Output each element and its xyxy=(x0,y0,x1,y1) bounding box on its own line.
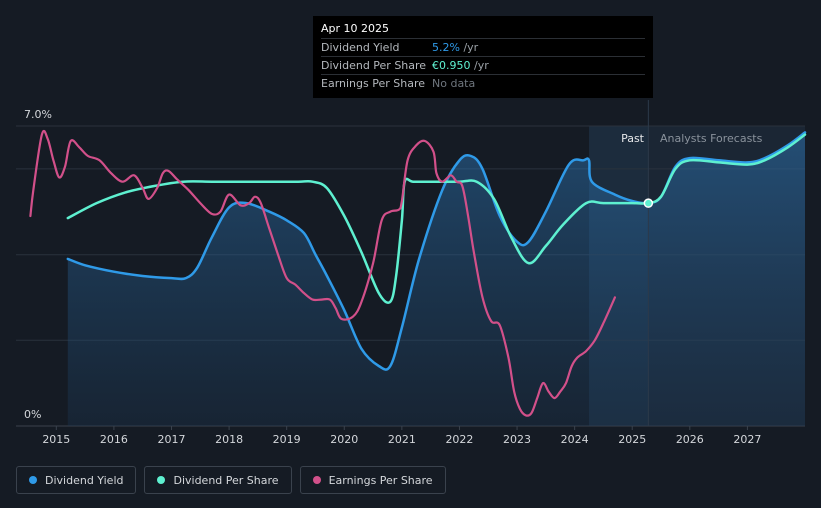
tooltip-value: 5.2% xyxy=(432,41,460,54)
earnings-per-share-line xyxy=(29,129,616,417)
dividend-yield-dot-icon xyxy=(29,476,37,484)
x-tick-label: 2018 xyxy=(215,433,243,446)
x-tick-label: 2015 xyxy=(42,433,70,446)
tooltip-unit: /yr xyxy=(470,59,489,72)
legend-earnings-per-share[interactable]: Earnings Per Share xyxy=(299,466,446,494)
legend-dividend-per-share[interactable]: Dividend Per Share xyxy=(144,466,292,494)
legend-dividend-yield[interactable]: Dividend Yield xyxy=(16,466,137,494)
x-tick-label: 2019 xyxy=(273,433,301,446)
x-tick-label: 2022 xyxy=(445,433,473,446)
legend-label: Earnings Per Share xyxy=(328,473,433,487)
past-label: Past xyxy=(621,132,645,145)
x-tick-label: 2016 xyxy=(100,433,128,446)
tooltip-row-yield: Dividend Yield 5.2% /yr xyxy=(321,38,645,56)
tooltip-label: Dividend Per Share xyxy=(321,59,427,72)
tooltip-date: Apr 10 2025 xyxy=(321,22,390,35)
x-tick-label: 2023 xyxy=(503,433,531,446)
legend-label: Dividend Yield xyxy=(45,473,124,487)
dividend-per-share-dot-icon xyxy=(157,476,166,484)
dividend-per-share-line xyxy=(66,133,807,304)
tooltip-row-dps: Dividend Per Share €0.950 /yr xyxy=(321,56,645,74)
x-tick-label: 2017 xyxy=(157,433,185,446)
tooltip-value: €0.950 xyxy=(432,59,471,72)
tooltip-value: No data xyxy=(432,77,476,90)
legend-label: Dividend Per Share xyxy=(173,473,279,487)
highlight-marker[interactable] xyxy=(643,198,654,208)
x-tick-label: 2020 xyxy=(330,433,358,446)
tooltip-row-eps: Earnings Per Share No data xyxy=(321,74,645,92)
tooltip: Apr 10 2025 Dividend Yield 5.2% /yr Divi… xyxy=(313,16,653,98)
x-tick-label: 2027 xyxy=(733,433,761,446)
x-tick-label: 2026 xyxy=(676,433,704,446)
earnings-per-share-dot-icon xyxy=(312,476,321,484)
x-axis: 2015 2016 2017 2018 2019 2020 2021 2022 2023 2024… xyxy=(42,426,761,446)
forecast-label: Analysts Forecasts xyxy=(660,132,763,145)
tooltip-label: Earnings Per Share xyxy=(321,77,426,90)
x-tick-label: 2021 xyxy=(388,433,416,446)
x-tick-label: 2025 xyxy=(618,433,646,446)
series-lines xyxy=(29,129,807,417)
tooltip-label: Dividend Yield xyxy=(321,41,400,54)
y-tick-bottom: 0% xyxy=(24,408,41,421)
x-tick-label: 2024 xyxy=(561,433,589,446)
tooltip-unit: /yr xyxy=(459,41,479,54)
y-tick-top: 7.0% xyxy=(24,108,52,121)
legend: Dividend Yield Dividend Per Share Earnin… xyxy=(16,466,446,494)
